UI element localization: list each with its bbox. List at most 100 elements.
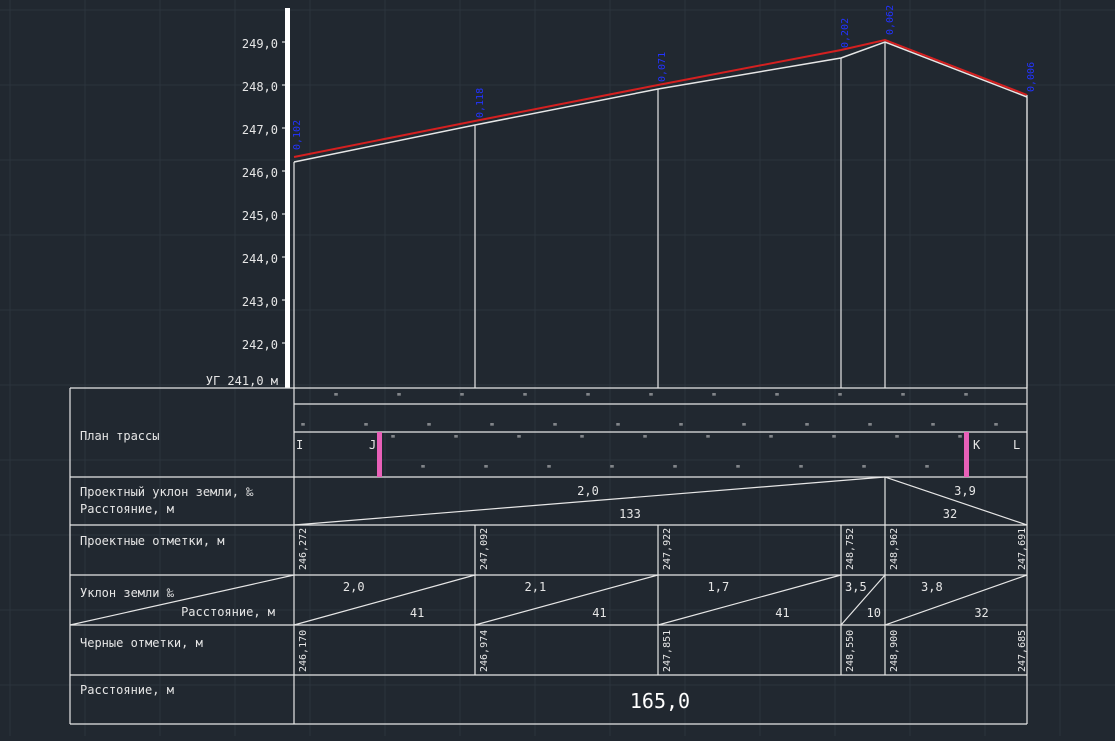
ground-distance-value: 32 — [974, 606, 988, 620]
ground-slope-value: 2,0 — [343, 580, 365, 594]
plan-tick: " — [546, 464, 552, 475]
total-distance-label: Расстояние, м — [80, 683, 174, 697]
plan-tick: " — [957, 434, 963, 445]
plan-tick: " — [894, 434, 900, 445]
design-distance-value: 32 — [943, 507, 957, 521]
ground-distance-value: 41 — [410, 606, 424, 620]
design-elevation: 247,922 — [662, 528, 673, 570]
ground-distance-value: 41 — [775, 606, 789, 620]
plan-letter: K — [973, 438, 981, 452]
ground-distance-value: 10 — [867, 606, 881, 620]
ground-slope-diagonal — [657, 574, 842, 626]
elevation-axis — [285, 8, 290, 388]
station-top-label: 0,071 — [657, 52, 668, 82]
plan-tick: " — [774, 392, 780, 403]
profile-table — [69, 387, 1028, 725]
plan-tick: " — [993, 422, 999, 433]
plan-letter: I — [296, 438, 303, 452]
design-elevation: 247,691 — [1017, 528, 1028, 570]
plan-row: " " " " " " " " " " " " " " " " " " " " " " " " " " " " " " " " " " " " " " " "… — [296, 392, 1020, 477]
elevation-tick: 247,0 — [242, 123, 278, 137]
station-top-labels: 0,102 0,118 0,071 0,202 0,062 0,006 — [292, 5, 1037, 150]
plan-tick: " — [483, 464, 489, 475]
station-top-label: 0,006 — [1026, 62, 1037, 92]
plan-row-label: План трассы — [80, 429, 159, 443]
elevation-tick-labels: 249,0 248,0 247,0 246,0 245,0 244,0 243,0 242,0 — [242, 37, 290, 352]
plan-tick: " — [396, 392, 402, 403]
plan-tick: " — [861, 464, 867, 475]
plan-tick: " — [678, 422, 684, 433]
station-top-label: 0,118 — [475, 88, 486, 118]
design-slope-label: Проектный уклон земли, ‰ — [80, 485, 254, 499]
plan-tick: " — [831, 434, 837, 445]
design-elevation: 248,962 — [889, 528, 900, 570]
plan-tick: " — [867, 422, 873, 433]
design-slope-value: 2,0 — [577, 484, 599, 498]
plan-marker-j — [377, 432, 382, 477]
plan-tick: " — [552, 422, 558, 433]
elevation-tick: 244,0 — [242, 252, 278, 266]
plan-tick: " — [300, 422, 306, 433]
plan-tick: " — [516, 434, 522, 445]
design-slope-value: 3,9 — [954, 484, 976, 498]
design-elev-label: Проектные отметки, м — [80, 534, 225, 548]
datum-label: УГ 241,0 м — [206, 374, 278, 388]
black-elev-label: Черные отметки, м — [80, 636, 203, 650]
station-top-label: 0,102 — [292, 120, 303, 150]
plan-letter: L — [1013, 438, 1020, 452]
elevation-tick: 248,0 — [242, 80, 278, 94]
plan-letter: J — [369, 438, 376, 452]
plan-tick: " — [609, 464, 615, 475]
plan-tick: " — [768, 434, 774, 445]
plan-tick: " — [426, 422, 432, 433]
plan-tick: " — [741, 422, 747, 433]
ground-distance-label: Расстояние, м — [181, 605, 275, 619]
plan-tick: " — [642, 434, 648, 445]
plan-tick: " — [963, 392, 969, 403]
elevation-tick: 249,0 — [242, 37, 278, 51]
plan-tick: " — [672, 464, 678, 475]
plan-tick: " — [735, 464, 741, 475]
station-top-label: 0,062 — [885, 5, 896, 35]
ground-slope-diagonal — [840, 574, 886, 626]
ground-slope-diagonal — [884, 574, 1028, 626]
elevation-tick: 245,0 — [242, 209, 278, 223]
plan-tick: " — [924, 464, 930, 475]
black-elevation: 246,170 — [298, 630, 309, 672]
station-lines — [293, 42, 1028, 388]
total-distance-value: 165,0 — [630, 689, 690, 713]
plan-tick: " — [363, 422, 369, 433]
design-elevation: 248,752 — [845, 528, 856, 570]
plan-tick: " — [711, 392, 717, 403]
ground-slope-value: 3,8 — [921, 580, 943, 594]
design-profile-line — [293, 38, 1028, 158]
plan-tick: " — [930, 422, 936, 433]
plan-tick: " — [837, 392, 843, 403]
elevation-tick: 242,0 — [242, 338, 278, 352]
black-elevation: 248,900 — [889, 630, 900, 672]
ground-slope-value: 2,1 — [525, 580, 547, 594]
black-elevation: 247,685 — [1017, 630, 1028, 672]
black-elevation: 248,550 — [845, 630, 856, 672]
station-top-label: 0,202 — [840, 18, 851, 48]
black-elevation: 246,974 — [479, 630, 490, 672]
design-slope-diagonal — [293, 476, 886, 526]
ground-slope-header-diagonal — [69, 574, 295, 626]
ground-slope-value: 3,5 — [845, 580, 867, 594]
black-elevation: 247,851 — [662, 630, 673, 672]
design-elevation: 247,092 — [479, 528, 490, 570]
design-distance-value: 133 — [619, 507, 641, 521]
plan-tick: " — [390, 434, 396, 445]
design-distance-label: Расстояние, м — [80, 502, 174, 516]
plan-tick: " — [333, 392, 339, 403]
design-elevation: 246,272 — [298, 528, 309, 570]
ground-slope-label: Уклон земли ‰ — [80, 586, 175, 600]
plan-tick: " — [900, 392, 906, 403]
plan-tick: " — [420, 464, 426, 475]
plan-tick: " — [804, 422, 810, 433]
elevation-tick: 246,0 — [242, 166, 278, 180]
ground-slope-diagonal — [293, 574, 476, 626]
plan-tick: " — [453, 434, 459, 445]
